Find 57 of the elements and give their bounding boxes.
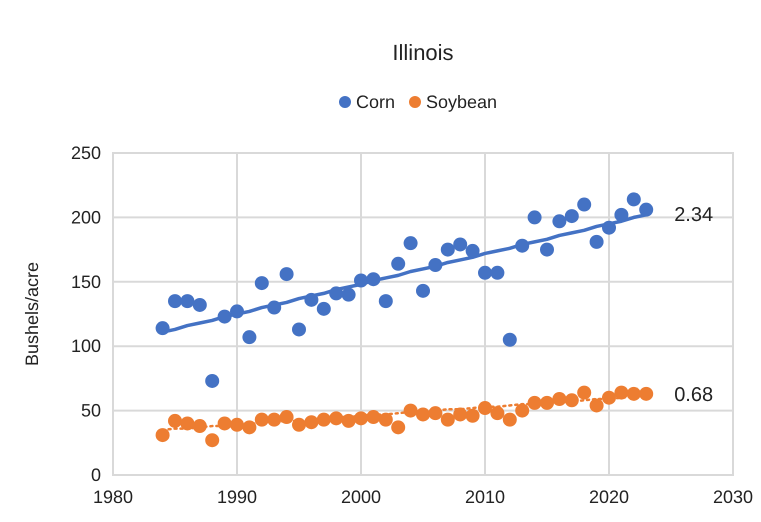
point xyxy=(626,192,641,206)
point xyxy=(478,266,492,280)
point xyxy=(440,242,455,257)
annotation: 0.68 xyxy=(674,384,714,406)
point xyxy=(639,386,654,401)
point xyxy=(515,404,530,418)
point xyxy=(342,288,356,302)
legend-label: Soybean xyxy=(426,92,498,112)
point xyxy=(205,433,220,448)
y-tick-label: 0 xyxy=(90,465,101,485)
x-tick-label: 1990 xyxy=(216,487,258,507)
x-tick-label: 2020 xyxy=(588,487,630,507)
point xyxy=(590,234,604,249)
point xyxy=(391,256,406,271)
point xyxy=(453,237,468,252)
point xyxy=(528,210,542,224)
point xyxy=(552,214,566,228)
point xyxy=(577,386,592,400)
point xyxy=(590,398,604,412)
y-axis-title: Bushels/acre xyxy=(22,262,42,366)
point xyxy=(292,322,306,336)
point xyxy=(168,414,182,428)
point xyxy=(564,209,579,224)
x-tick-label: 1980 xyxy=(92,487,134,507)
point xyxy=(156,428,170,442)
y-tick-label: 50 xyxy=(80,400,101,421)
point xyxy=(378,294,393,308)
point xyxy=(502,412,517,427)
legend-label: Corn xyxy=(356,92,396,112)
point xyxy=(416,284,430,298)
point xyxy=(280,267,294,282)
x-tick-label: 2000 xyxy=(340,487,382,507)
chart-title: Illinois xyxy=(392,40,454,65)
point xyxy=(440,412,455,427)
point xyxy=(180,294,194,308)
point xyxy=(168,294,182,308)
point xyxy=(242,330,256,344)
x-tick-label: 2030 xyxy=(712,487,754,507)
point xyxy=(490,266,504,280)
point xyxy=(404,236,418,250)
y-tick-label: 150 xyxy=(70,272,101,292)
point xyxy=(490,406,504,420)
point xyxy=(577,198,592,212)
y-tick-label: 200 xyxy=(70,207,101,228)
point xyxy=(466,408,480,423)
point xyxy=(192,298,207,312)
x-tick-label: 2010 xyxy=(464,487,506,507)
point xyxy=(205,374,220,388)
point xyxy=(540,242,554,257)
annotation: 2.34 xyxy=(674,204,714,226)
point xyxy=(391,420,406,434)
point xyxy=(316,302,331,316)
y-tick-label: 250 xyxy=(70,143,101,163)
point xyxy=(378,412,393,427)
point xyxy=(254,276,269,290)
point xyxy=(502,332,517,347)
y-tick-label: 100 xyxy=(70,336,101,356)
